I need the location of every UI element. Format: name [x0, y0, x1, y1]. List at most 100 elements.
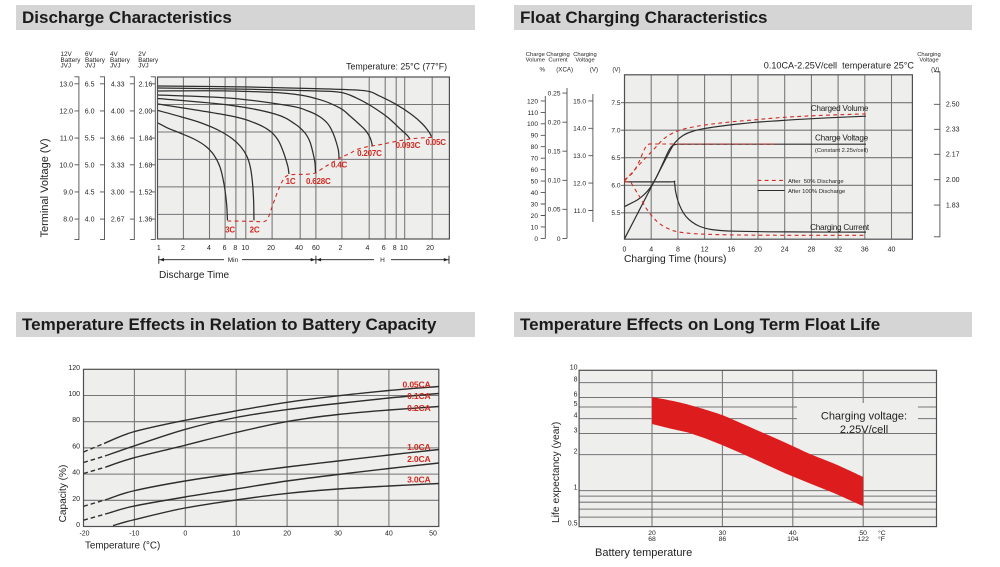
svg-text:Battery: Battery [85, 57, 106, 64]
svg-text:30: 30 [719, 530, 727, 537]
svg-text:Min: Min [228, 257, 239, 264]
svg-text:0.2CA: 0.2CA [407, 403, 430, 413]
svg-text:80: 80 [72, 417, 80, 424]
svg-text:JVJ: JVJ [138, 63, 149, 70]
svg-text:36: 36 [861, 247, 869, 254]
svg-text:4.33: 4.33 [111, 81, 125, 88]
svg-text:Battery: Battery [138, 57, 159, 64]
svg-text:50: 50 [859, 530, 867, 537]
svg-text:40: 40 [789, 530, 797, 537]
svg-text:4: 4 [366, 245, 370, 252]
svg-text:32: 32 [834, 247, 842, 254]
svg-text:16: 16 [727, 247, 735, 254]
svg-text:0.05CA: 0.05CA [403, 380, 431, 390]
svg-text:2.16: 2.16 [139, 81, 153, 88]
svg-text:8: 8 [393, 245, 397, 252]
svg-text:14.0: 14.0 [573, 126, 586, 133]
svg-text:Charging Current: Charging Current [810, 223, 870, 232]
svg-text:1.84: 1.84 [139, 136, 153, 143]
svg-text:2.25V/cell: 2.25V/cell [840, 424, 888, 436]
svg-text:10: 10 [531, 224, 539, 231]
svg-text:5.5: 5.5 [85, 136, 95, 143]
svg-text:4: 4 [649, 247, 653, 254]
svg-text:30: 30 [334, 531, 342, 538]
svg-text:0.207C: 0.207C [357, 149, 382, 158]
svg-text:0.4C: 0.4C [331, 160, 348, 169]
svg-text:2.0CA: 2.0CA [407, 454, 430, 464]
svg-text:13.0: 13.0 [59, 81, 73, 88]
svg-text:1: 1 [157, 245, 161, 252]
svg-text:Voltage: Voltage [575, 57, 594, 63]
svg-text:110: 110 [527, 110, 538, 117]
svg-text:2.50: 2.50 [946, 102, 960, 109]
svg-text:-10: -10 [129, 531, 139, 538]
svg-text:11.0: 11.0 [60, 136, 73, 143]
svg-text:24: 24 [781, 247, 789, 254]
svg-text:-20: -20 [79, 531, 89, 538]
svg-text:20: 20 [426, 245, 434, 252]
svg-text:Voltage: Voltage [919, 57, 938, 63]
svg-text:7.5: 7.5 [611, 100, 620, 107]
svg-text:1.83: 1.83 [946, 203, 960, 210]
svg-text:50: 50 [429, 531, 437, 538]
svg-text:100: 100 [527, 121, 538, 128]
svg-text:2: 2 [574, 449, 578, 456]
svg-text:JVJ: JVJ [85, 63, 96, 70]
svg-text:8: 8 [233, 245, 237, 252]
svg-text:6.5: 6.5 [611, 155, 620, 162]
svg-text:4: 4 [574, 413, 578, 420]
svg-text:JVJ: JVJ [110, 63, 121, 70]
svg-text:10: 10 [570, 364, 578, 371]
svg-text:3C: 3C [225, 225, 235, 234]
svg-text:0: 0 [183, 531, 187, 538]
svg-text:10.0: 10.0 [59, 162, 73, 169]
svg-text:0.25: 0.25 [548, 91, 561, 98]
svg-text:60: 60 [531, 167, 539, 174]
svg-text:5.0: 5.0 [85, 162, 95, 169]
svg-text:11.0: 11.0 [574, 208, 587, 215]
svg-text:2: 2 [181, 245, 185, 252]
svg-text:2.67: 2.67 [111, 217, 125, 224]
svg-text:3.00: 3.00 [111, 190, 125, 197]
svg-text:12: 12 [701, 247, 709, 254]
svg-text:1.0CA: 1.0CA [407, 442, 430, 452]
svg-text:3.0CA: 3.0CA [407, 475, 430, 485]
svg-text:104: 104 [787, 536, 799, 543]
svg-text:0.5: 0.5 [568, 521, 578, 528]
svg-text:0: 0 [623, 247, 627, 254]
svg-text:0.05C: 0.05C [426, 138, 447, 147]
svg-text:6: 6 [223, 245, 227, 252]
svg-text:20: 20 [648, 530, 656, 537]
svg-text:0.15: 0.15 [548, 149, 561, 156]
svg-text:Temperature (°C): Temperature (°C) [85, 541, 160, 552]
svg-text:Charging: Charging [546, 52, 570, 58]
svg-text:100: 100 [68, 391, 80, 398]
svg-text:2: 2 [339, 245, 343, 252]
svg-text:8.0: 8.0 [63, 217, 73, 224]
svg-text:°C: °C [878, 529, 886, 537]
svg-text:80: 80 [531, 144, 539, 151]
svg-text:13.0: 13.0 [573, 153, 586, 160]
svg-text:10: 10 [241, 245, 249, 252]
svg-text:30: 30 [531, 201, 539, 208]
svg-text:20: 20 [267, 245, 275, 252]
svg-text:70: 70 [531, 156, 539, 163]
svg-text:4.0: 4.0 [85, 217, 95, 224]
svg-text:2.33: 2.33 [946, 127, 960, 134]
svg-text:4: 4 [207, 245, 211, 252]
svg-text:Battery: Battery [61, 57, 82, 64]
svg-text:40: 40 [888, 247, 896, 254]
svg-text:6: 6 [382, 245, 386, 252]
svg-text:0.05: 0.05 [548, 207, 561, 214]
svg-text:8: 8 [574, 377, 578, 384]
svg-text:(V): (V) [612, 67, 620, 74]
svg-text:4V: 4V [110, 51, 119, 58]
svg-text:0: 0 [557, 236, 561, 243]
svg-text:5.5: 5.5 [611, 210, 620, 217]
svg-text:Discharge Time: Discharge Time [159, 270, 230, 281]
svg-text:Charged Volume: Charged Volume [811, 104, 869, 113]
svg-text:2C: 2C [250, 225, 260, 234]
svg-text:Current: Current [548, 57, 568, 63]
svg-text:4.5: 4.5 [85, 190, 95, 197]
svg-text:0: 0 [534, 236, 538, 243]
